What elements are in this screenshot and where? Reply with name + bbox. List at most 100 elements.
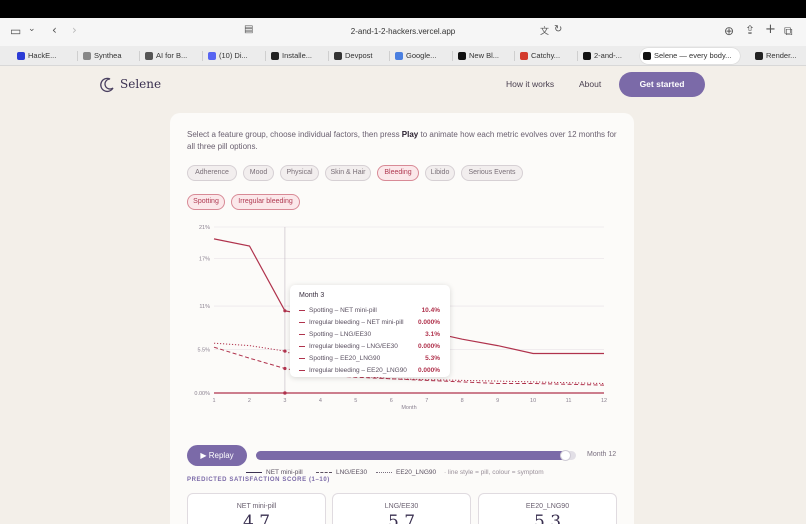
tab-favicon-icon [755, 52, 763, 60]
tab-label: (10) Di... [219, 51, 248, 60]
tooltip-row-label: Spotting – EE20_LNG90 [309, 355, 381, 362]
timeline-handle[interactable] [560, 450, 572, 461]
reader-icon[interactable]: ▤ [244, 24, 254, 35]
tooltip-row-value: 0.000% [417, 343, 440, 350]
browser-tab[interactable]: Catchy... [517, 48, 573, 64]
legend-ee: EE20_LNG90 [396, 469, 437, 476]
tooltip-row: Spotting – EE20_LNG90 5.3% [299, 353, 447, 364]
chip-spotting[interactable]: Spotting [187, 194, 225, 210]
chevron-down-icon[interactable]: ⌄ [28, 24, 36, 34]
tab-label: 2-and-... [594, 51, 622, 60]
tooltip-title: Month 3 [299, 292, 325, 299]
sidebar-toggle-icon[interactable]: ▭ [10, 24, 22, 38]
browser-tab[interactable]: (10) Di... [205, 48, 261, 64]
tab-separator [202, 51, 203, 61]
chip-physical[interactable]: Physical [280, 165, 319, 181]
browser-tab[interactable]: Installe... [268, 48, 324, 64]
legend-note-text: line style = pill, colour = symptom [447, 469, 544, 476]
score-card-title: NET mini-pill [236, 503, 277, 510]
tooltip-swatch [299, 357, 305, 359]
tooltip-row: Irregular bleeding – NET mini-pill 0.000% [299, 317, 447, 328]
tooltip-swatch [299, 309, 305, 311]
tab-label: Google... [406, 51, 437, 60]
tab-overview-icon[interactable]: ⧉ [784, 24, 793, 38]
tab-favicon-icon [458, 52, 466, 60]
intro-before: Select a feature group, choose individua… [187, 130, 402, 139]
intro-play-word: Play [401, 130, 419, 139]
browser-tab[interactable]: Devpost [331, 48, 385, 64]
chip-adherence[interactable]: Adherence [187, 165, 237, 181]
scores-heading: PREDICTED SATISFACTION SCORE (1–10) [187, 477, 330, 483]
x-tick-label: 1 [212, 398, 215, 404]
browser-tab[interactable]: 2-and-... [580, 48, 632, 64]
x-tick-label: 4 [319, 398, 322, 404]
brand-name[interactable]: Selene [120, 77, 162, 91]
y-tick-label: 11% [199, 304, 210, 310]
browser-tab[interactable]: HackE... [14, 48, 72, 64]
tab-separator [265, 51, 266, 61]
legend-note: · line style = pill, colour = symptom [444, 469, 544, 476]
get-started-button[interactable]: Get started [619, 72, 705, 97]
series-point-0 [283, 309, 287, 313]
tab-separator [328, 51, 329, 61]
browser-tab[interactable]: Synthea [80, 48, 135, 64]
series-point-4 [283, 349, 287, 353]
new-tab-icon[interactable]: + [765, 22, 776, 37]
nav-about[interactable]: About [579, 79, 602, 89]
intro-text: Select a feature group, choose individua… [187, 129, 617, 152]
tab-favicon-icon [145, 52, 153, 60]
x-tick-label: 2 [248, 398, 251, 404]
tooltip-swatch [299, 345, 305, 347]
replay-label: Replay [208, 451, 234, 460]
tooltip-row-value: 5.3% [425, 355, 440, 362]
replay-button[interactable]: ▶ Replay [187, 445, 247, 466]
chip-libido[interactable]: Libido [425, 165, 455, 181]
browser-tab[interactable]: Google... [392, 48, 448, 64]
tab-label: New Bl... [469, 51, 500, 60]
y-tick-label: 5.5% [197, 348, 210, 354]
x-tick-label: 5 [354, 398, 357, 404]
tab-separator [139, 51, 140, 61]
tooltip-row: Spotting – NET mini-pill 10.4% [299, 305, 447, 316]
tab-favicon-icon [271, 52, 279, 60]
tab-favicon-icon [520, 52, 528, 60]
score-card-lng: LNG/EE30 5.7 [332, 493, 471, 524]
tooltip-row-value: 3.1% [425, 331, 440, 338]
address-bar[interactable]: 2-and-1-2-hackers.vercel.app [350, 27, 456, 36]
reload-icon[interactable]: ↻ [554, 24, 563, 35]
tooltip-swatch [299, 321, 305, 323]
tab-favicon-icon [208, 52, 216, 60]
tab-bar: HackE... Synthea AI for B... (10) Di... Inst… [0, 46, 806, 66]
download-icon[interactable]: ⊕ [724, 24, 735, 38]
chip-skin-hair[interactable]: Skin & Hair [325, 165, 371, 181]
tooltip-swatch [299, 333, 305, 335]
score-card-title: EE20_LNG90 [525, 503, 570, 510]
chip-serious-events[interactable]: Serious Events [461, 165, 523, 181]
score-card-title: LNG/EE30 [384, 503, 419, 510]
chip-irregular-bleeding[interactable]: Irregular bleeding [231, 194, 300, 210]
nav-how-it-works[interactable]: How it works [506, 79, 555, 89]
tooltip-row-label: Irregular bleeding – EE20_LNG90 [309, 367, 407, 374]
tooltip-row: Irregular bleeding – LNG/EE30 0.000% [299, 341, 447, 352]
chip-bleeding[interactable]: Bleeding [377, 165, 419, 181]
score-value: 5.7 [387, 512, 416, 524]
timeline-slider[interactable] [256, 450, 576, 461]
tab-separator [577, 51, 578, 61]
chip-mood[interactable]: Mood [243, 165, 274, 181]
tab-favicon-icon [17, 52, 25, 60]
tooltip-row: Irregular bleeding – EE20_LNG90 0.000% [299, 365, 447, 376]
browser-tab[interactable]: New Bl... [455, 48, 510, 64]
score-card-net: NET mini-pill 4.7 [187, 493, 326, 524]
browser-tab[interactable]: AI for B... [142, 48, 198, 64]
tooltip-row-value: 10.4% [421, 307, 440, 314]
tooltip-row-value: 0.000% [417, 319, 440, 326]
forward-icon[interactable]: › [72, 23, 77, 37]
tab-favicon-icon [395, 52, 403, 60]
browser-tab[interactable]: Selene — every body... [640, 48, 740, 64]
tab-label: Render... [766, 51, 797, 60]
x-axis-label: Month [401, 405, 416, 411]
translate-icon[interactable]: 文 [540, 27, 550, 37]
back-icon[interactable]: ‹ [52, 23, 57, 37]
share-icon[interactable]: ⇪ [745, 23, 756, 37]
browser-tab[interactable]: Render... [752, 48, 804, 64]
